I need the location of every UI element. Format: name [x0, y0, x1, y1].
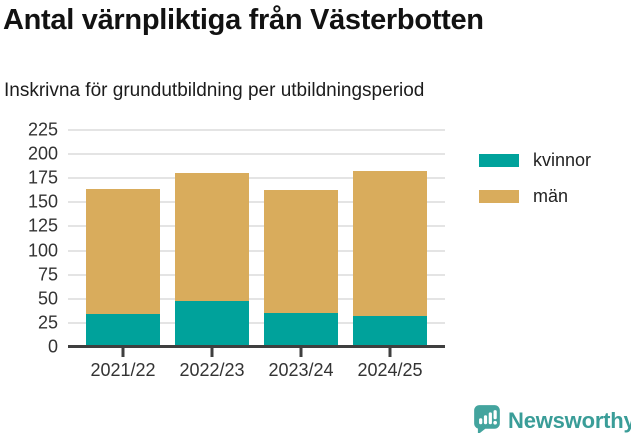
x-tick-label: 2024/25: [357, 360, 423, 380]
bar-segment-kvinnor: [353, 316, 427, 347]
bar-segment-män: [86, 188, 160, 315]
legend: kvinnor män: [479, 150, 591, 222]
gridline: [68, 297, 445, 300]
bar-segment-män: [175, 173, 249, 301]
y-tick-label: 75: [37, 264, 58, 285]
brand-footer: Newsworthy: [472, 403, 631, 438]
gridline: [68, 129, 445, 131]
x-tick-label: 2022/23: [179, 360, 245, 380]
y-tick-label: 200: [27, 143, 58, 164]
gridline: [68, 249, 445, 252]
y-tick-label: 125: [27, 215, 58, 236]
newsworthy-chart-bubble-icon: [472, 403, 502, 438]
x-tick: [121, 348, 125, 357]
gridline: [68, 273, 445, 276]
gridline: [68, 321, 445, 324]
y-tick-label: 225: [27, 119, 58, 140]
x-tick: [299, 348, 303, 357]
y-tick-label: 0: [47, 336, 58, 357]
plot-area: [68, 129, 445, 348]
y-tick-label: 100: [27, 240, 58, 261]
y-tick-label: 50: [37, 288, 58, 309]
x-tick-label: 2023/24: [268, 360, 334, 380]
bar-segment-kvinnor: [86, 314, 160, 347]
y-tick-label: 150: [27, 191, 58, 212]
bar-segment-kvinnor: [264, 313, 338, 347]
y-axis: 0 25 50 75 100 125 150 175 200 225: [0, 120, 58, 357]
bar-segment-män: [353, 170, 427, 317]
chart-subtitle: Inskrivna för grundutbildning per utbild…: [4, 80, 425, 101]
legend-item-kvinnor: kvinnor: [479, 150, 591, 171]
x-axis-line: [68, 345, 445, 348]
gridline: [68, 177, 445, 180]
x-tick: [210, 348, 214, 357]
y-tick-label: 175: [27, 167, 58, 188]
legend-swatch: [479, 154, 519, 167]
y-tick-label: 25: [37, 312, 58, 333]
brand-name: Newsworthy: [508, 407, 631, 433]
legend-swatch: [479, 190, 519, 203]
legend-label: män: [533, 186, 569, 206]
legend-label: kvinnor: [533, 150, 592, 170]
x-tick-label: 2021/22: [90, 360, 156, 380]
chart-title: Antal värnpliktiga från Västerbotten: [3, 4, 484, 36]
x-axis: 2021/22 2022/23 2023/24 2024/25: [68, 347, 445, 392]
gridline: [68, 201, 445, 204]
gridline: [68, 225, 445, 228]
x-tick: [388, 348, 392, 357]
gridline: [68, 153, 445, 156]
bar-segment-kvinnor: [175, 300, 249, 347]
legend-item-män: män: [479, 186, 591, 207]
bar-segment-män: [264, 189, 338, 314]
